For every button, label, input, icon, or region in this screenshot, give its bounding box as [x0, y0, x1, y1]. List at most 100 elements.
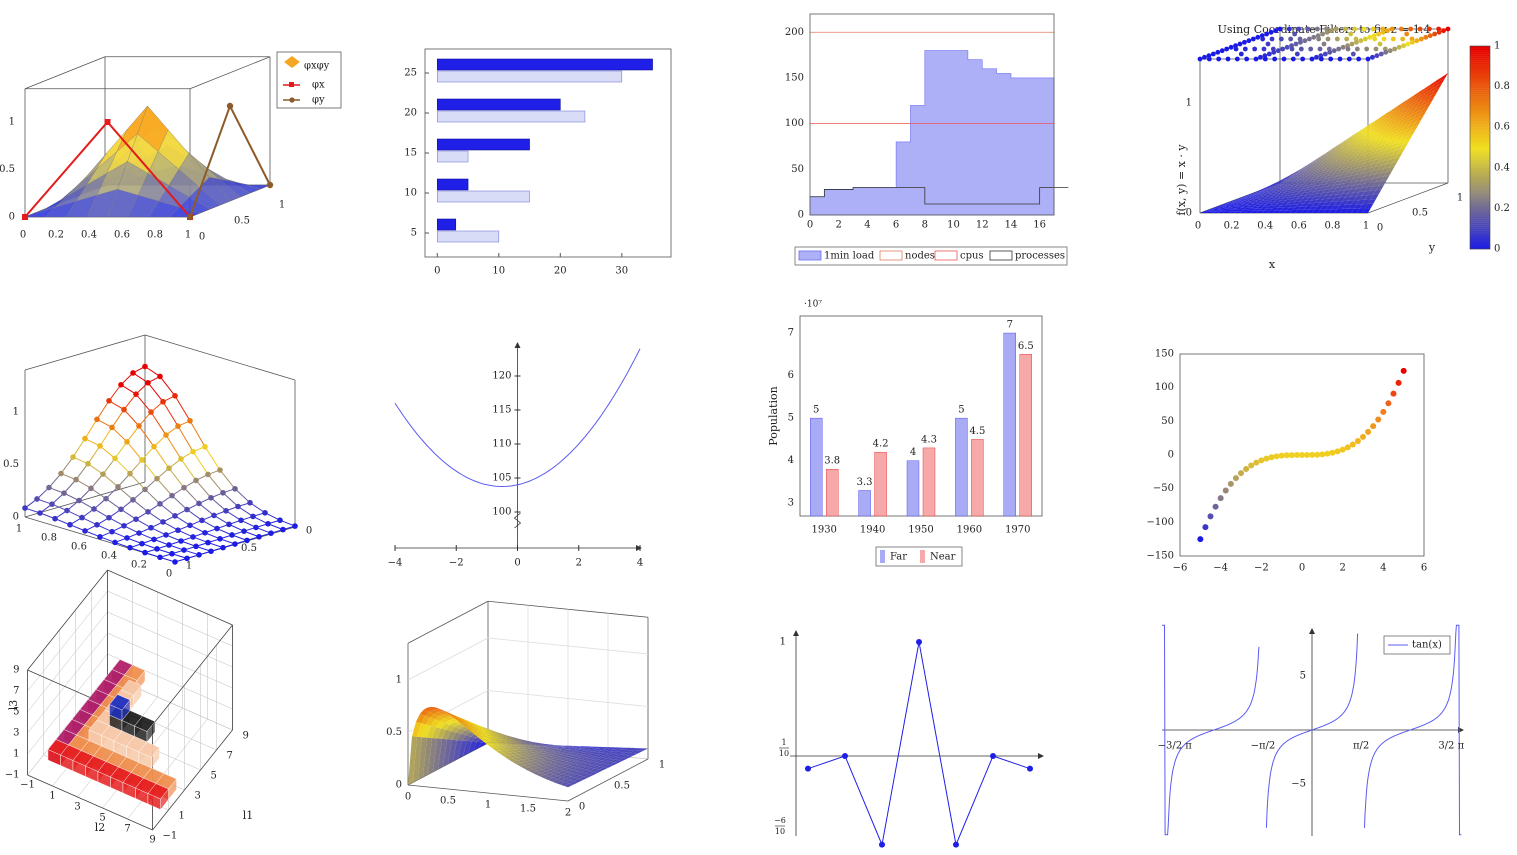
surface-patch	[589, 771, 598, 776]
surface-patch	[500, 753, 509, 757]
data-point	[842, 753, 848, 759]
surface-patch	[588, 751, 597, 754]
surface-patch	[1213, 206, 1222, 208]
surface-patch	[1240, 195, 1249, 198]
series-line	[807, 641, 1031, 847]
surface-patch	[1246, 196, 1255, 200]
surface-patch	[556, 766, 565, 770]
surface-patch	[1423, 101, 1432, 109]
data-label: 5	[958, 405, 964, 416]
surface-patch	[529, 744, 538, 746]
scatter-point	[1222, 487, 1229, 494]
surface-patch	[612, 754, 621, 757]
filtered-point	[1380, 29, 1386, 35]
surface-patch	[493, 734, 502, 738]
surface-patch	[610, 759, 619, 763]
surface-patch	[1418, 103, 1427, 112]
surface-patch	[1261, 185, 1271, 190]
surface-patch	[1378, 124, 1388, 131]
surface-patch	[477, 725, 486, 729]
surface-patch	[513, 738, 522, 741]
surface-patch	[574, 746, 583, 748]
mesh-line	[99, 445, 116, 459]
colorbar-segment	[1470, 106, 1490, 110]
surface-patch	[1297, 190, 1306, 194]
surface-patch	[517, 759, 526, 763]
surface-patch	[599, 767, 608, 771]
surface-patch	[549, 744, 558, 746]
surface-patch	[1314, 205, 1323, 210]
filtered-point	[1346, 56, 1352, 62]
surface-patch	[1353, 136, 1362, 143]
surface-patch	[531, 748, 540, 751]
surface-patch	[1298, 176, 1308, 181]
surface-patch	[1301, 176, 1311, 181]
mesh-point	[166, 542, 172, 548]
surface-patch	[1298, 173, 1307, 178]
surface-patch	[1276, 185, 1286, 190]
surface-patch	[1329, 156, 1338, 162]
surface-patch	[1386, 109, 1395, 117]
mesh-point	[103, 495, 109, 502]
surface-patch	[567, 759, 576, 763]
surface-patch	[1365, 142, 1374, 149]
surface-patch	[1313, 155, 1323, 161]
surface-patch	[1402, 138, 1411, 145]
filtered-point	[1292, 31, 1298, 37]
surface-patch	[1280, 197, 1289, 201]
filtered-point	[1294, 51, 1300, 57]
surface-patch	[536, 758, 545, 762]
surface-patch	[1365, 148, 1375, 154]
series-point-phi-y	[226, 102, 234, 110]
surface-patch	[1269, 195, 1278, 199]
axis-line	[144, 334, 296, 381]
colorbar-segment	[1470, 179, 1490, 183]
surface-patch	[1375, 185, 1384, 191]
surface-patch	[532, 756, 541, 760]
surface-patch	[1274, 198, 1284, 202]
z-tick-label: 1	[13, 407, 19, 418]
surface-patch	[1361, 182, 1370, 188]
surface-patch	[591, 754, 600, 757]
filtered-point	[1269, 36, 1275, 42]
surface-patch	[1376, 138, 1386, 145]
surface-patch	[1332, 169, 1342, 175]
surface-patch	[1266, 194, 1275, 198]
colorbar-segment	[1470, 72, 1490, 75]
surface-patch	[591, 765, 600, 769]
surface-patch	[1287, 175, 1296, 180]
mesh-point	[151, 443, 157, 450]
surface-patch	[566, 762, 575, 766]
surface-patch	[1395, 106, 1404, 114]
colorbar-segment	[1470, 226, 1490, 229]
mesh-line	[129, 473, 146, 490]
cube-face	[109, 694, 131, 711]
surface-patch	[577, 748, 586, 750]
surface-patch	[1282, 187, 1291, 191]
surface-patch	[1293, 177, 1302, 182]
surface-patch	[562, 775, 571, 779]
surface-patch	[569, 747, 578, 749]
surface-patch	[1426, 96, 1435, 104]
surface-patch	[1309, 166, 1318, 171]
surface-patch	[503, 745, 512, 748]
filtered-point	[1392, 46, 1398, 52]
surface-patch	[1323, 209, 1332, 213]
surface-patch	[546, 769, 555, 773]
surface-patch	[1229, 199, 1238, 202]
colorbar-segment	[1470, 210, 1490, 213]
surface-patch	[1351, 146, 1360, 153]
surface-patch	[1318, 164, 1327, 169]
surface-patch	[1244, 207, 1253, 210]
surface-patch	[1260, 190, 1269, 194]
surface-patch	[1308, 199, 1318, 204]
filtered-point	[1320, 31, 1326, 37]
surface-patch	[1303, 206, 1312, 210]
mesh-line	[90, 487, 107, 500]
surface-patch	[1313, 187, 1323, 192]
surface-patch	[1293, 180, 1302, 185]
surface-patch	[1411, 91, 1420, 99]
surface-patch	[1350, 192, 1359, 197]
surface-patch	[571, 746, 580, 747]
